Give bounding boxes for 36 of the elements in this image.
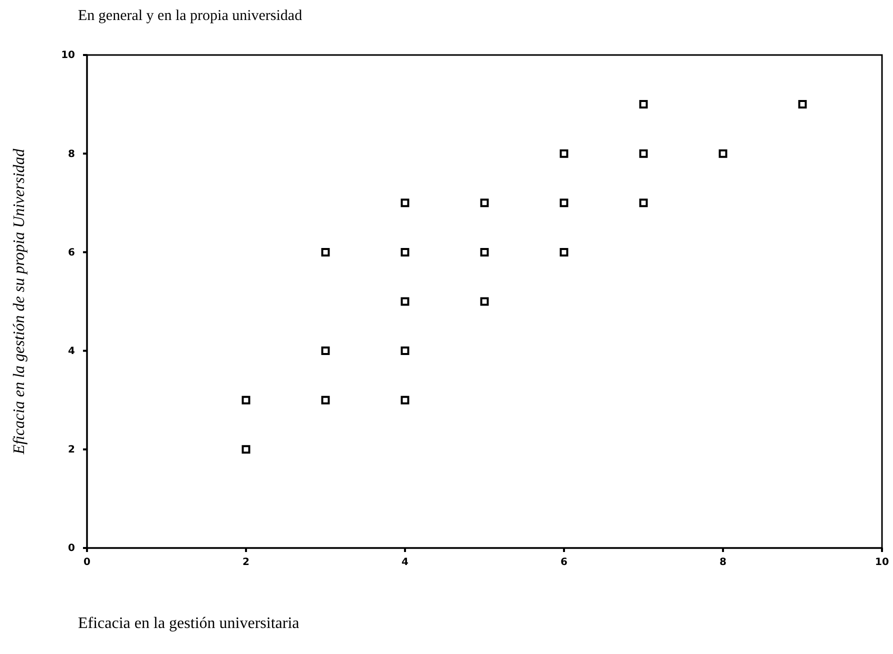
point	[718, 149, 728, 158]
point	[639, 198, 648, 208]
point	[480, 248, 489, 256]
point	[400, 297, 410, 306]
point	[321, 346, 330, 356]
point	[242, 396, 250, 404]
point	[400, 248, 410, 256]
point	[639, 149, 648, 158]
y-tick-label: 0	[68, 543, 76, 554]
y-tick-label: 8	[68, 148, 76, 160]
y-tick-label: 4	[68, 346, 76, 357]
x-tick-label: 6	[560, 557, 568, 568]
point	[798, 100, 807, 109]
chart-title: En general y en la propia universidad	[78, 8, 303, 24]
point	[400, 346, 410, 356]
point	[321, 396, 330, 404]
y-axis-title: Eficacia en la gestión de su propia Universidad	[11, 148, 28, 456]
y-tick-label: 2	[68, 444, 76, 456]
x-tick-label: 10	[875, 557, 889, 568]
point	[639, 100, 648, 109]
point	[400, 198, 410, 208]
point	[480, 198, 489, 208]
x-tick-label: 0	[84, 557, 91, 568]
y-tick-label: 6	[68, 247, 76, 258]
point	[560, 149, 568, 158]
point	[400, 396, 410, 404]
y-tick-label: 10	[61, 50, 76, 62]
x-axis-title: Eficacia en la gestión universitaria	[78, 615, 300, 632]
x-tick-label: 8	[720, 557, 727, 568]
point	[480, 297, 489, 306]
point	[560, 198, 568, 208]
point	[321, 248, 330, 256]
x-tick-label: 4	[402, 557, 409, 568]
point	[560, 248, 568, 256]
point	[242, 445, 250, 454]
x-tick-label: 2	[242, 557, 250, 568]
